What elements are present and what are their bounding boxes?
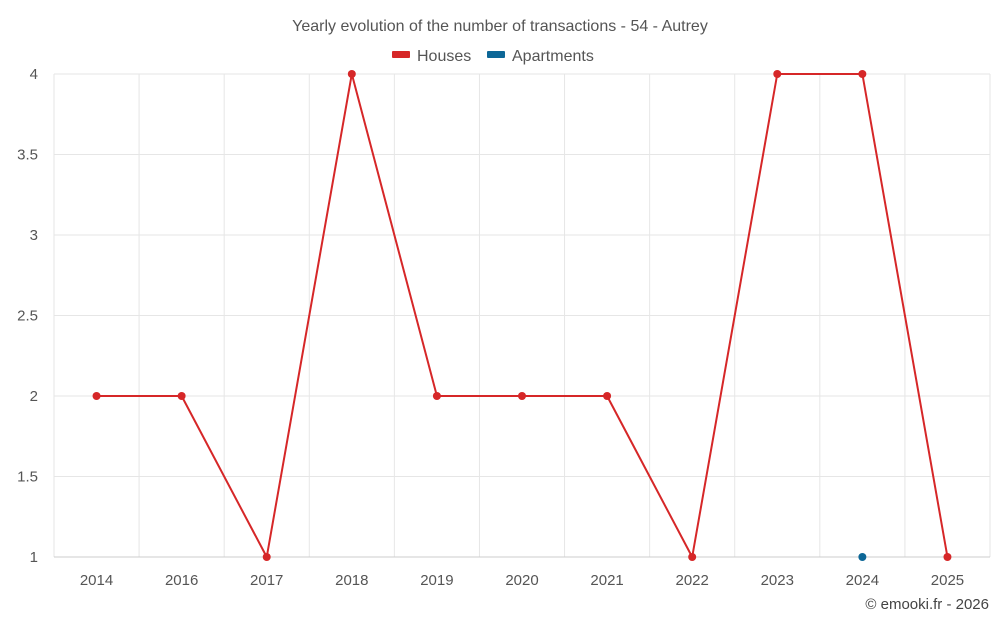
x-tick-label: 2018 xyxy=(335,572,368,589)
x-tick-label: 2016 xyxy=(165,572,198,589)
y-tick-label: 3.5 xyxy=(17,147,38,164)
series-line-segment-houses xyxy=(180,395,268,558)
x-tick-label: 2024 xyxy=(846,572,879,589)
x-tick-label: 2025 xyxy=(931,572,964,589)
series-line-segment-houses xyxy=(265,73,353,558)
y-tick-label: 3 xyxy=(30,227,38,244)
legend-label-apartments: Apartments xyxy=(512,48,594,65)
y-tick-label: 1 xyxy=(30,549,38,566)
x-tick-label: 2020 xyxy=(505,572,538,589)
data-point-houses-2023[interactable] xyxy=(773,70,782,78)
x-tick-label: 2017 xyxy=(250,572,283,589)
data-point-houses-2017[interactable] xyxy=(262,553,271,561)
legend-item-apartments[interactable]: Apartments xyxy=(487,48,594,65)
data-point-houses-2020[interactable] xyxy=(518,392,526,400)
data-point-houses-2016[interactable] xyxy=(177,392,186,400)
series xyxy=(92,70,952,561)
data-point-houses-2018[interactable] xyxy=(347,70,356,78)
chart-title: Yearly evolution of the number of transa… xyxy=(292,18,708,35)
y-tick-label: 2.5 xyxy=(17,308,38,325)
credit-text: © emooki.fr - 2026 xyxy=(865,596,989,613)
y-tick-label: 1.5 xyxy=(17,469,38,486)
y-tick-label: 4 xyxy=(30,66,38,83)
x-tick-label: 2014 xyxy=(80,572,113,589)
series-line-segment-houses xyxy=(861,73,949,558)
data-point-houses-2021[interactable] xyxy=(603,392,612,400)
legend: Houses Apartments xyxy=(392,48,594,65)
gridlines xyxy=(53,73,991,558)
data-point-houses-2019[interactable] xyxy=(432,392,441,400)
x-tick-label: 2022 xyxy=(675,572,708,589)
data-point-houses-2022[interactable] xyxy=(688,553,697,561)
legend-swatch-apartments xyxy=(487,51,505,58)
x-tick-label: 2019 xyxy=(420,572,453,589)
x-tick-label: 2023 xyxy=(761,572,794,589)
series-line-segment-houses xyxy=(691,73,779,558)
data-point-houses-2025[interactable] xyxy=(943,553,952,561)
x-tick-label: 2021 xyxy=(590,572,623,589)
series-houses xyxy=(92,70,952,561)
data-point-apartments-2024[interactable] xyxy=(858,553,867,561)
data-point-houses-2014[interactable] xyxy=(92,392,101,400)
y-tick-label: 2 xyxy=(30,388,38,405)
series-line-segment-houses xyxy=(606,395,694,558)
data-point-houses-2024[interactable] xyxy=(858,70,867,78)
legend-item-houses[interactable]: Houses xyxy=(392,48,471,65)
x-axis-ticks: 2014 2016 2017 2018 2019 2020 2021 2022 2023 2024… xyxy=(80,572,964,589)
series-line-segment-houses xyxy=(350,73,438,397)
legend-label-houses: Houses xyxy=(417,48,471,65)
y-axis-ticks: 1 1.5 2 2.5 3 3.5 4 xyxy=(17,66,38,566)
series-apartments xyxy=(858,553,867,561)
legend-swatch-houses xyxy=(392,51,410,58)
